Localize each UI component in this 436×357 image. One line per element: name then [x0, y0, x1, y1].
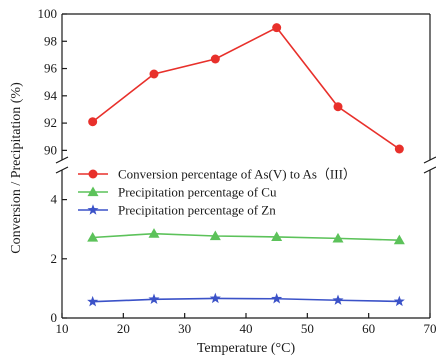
- axis-break-mark: [55, 156, 69, 164]
- x-axis-title: Temperature (°C): [197, 341, 296, 356]
- series-2-point: [148, 228, 160, 238]
- y-tick-label-lower: 0: [51, 310, 58, 325]
- series-2-point: [332, 232, 344, 243]
- series-1-point: [272, 23, 282, 33]
- y-axis-title: Conversion / Precipitation (%): [9, 82, 24, 254]
- series-1-point: [88, 117, 98, 127]
- legend-marker-2: [87, 186, 99, 197]
- x-tick-label: 40: [240, 321, 253, 336]
- series-3-point: [209, 292, 221, 304]
- legend: Conversion percentage of As(V) to As（III…: [78, 167, 356, 218]
- series-2-point: [87, 231, 99, 242]
- axis-break-mark: [423, 156, 436, 164]
- x-tick-label: 70: [424, 321, 436, 336]
- series-3-point: [393, 295, 405, 307]
- series-1-point: [149, 69, 159, 79]
- y-tick-label-lower: 4: [51, 192, 58, 207]
- legend-label-3: Precipitation percentage of Zn: [118, 203, 276, 218]
- series-3-point: [271, 292, 283, 304]
- series-3-point: [148, 293, 160, 305]
- x-tick-label: 10: [56, 321, 69, 336]
- series-2-point: [393, 234, 405, 245]
- axis-break-mark: [423, 166, 436, 174]
- series-1-point: [333, 102, 343, 112]
- y-tick-label-upper: 96: [44, 61, 58, 76]
- series-1-point: [210, 54, 220, 64]
- axes: 10 20 30 40 50 60 70 90 92 94 96 98 100 0 2 4: [38, 6, 436, 336]
- series-2-point: [271, 231, 283, 242]
- series-2-point: [209, 230, 221, 241]
- y-tick-label-upper: 92: [44, 115, 57, 130]
- legend-label-1: Conversion percentage of As(V) to As（III…: [118, 167, 356, 182]
- series-line-2: [92, 232, 400, 241]
- y-tick-label-upper: 98: [44, 33, 57, 48]
- y-tick-label-upper: 94: [44, 88, 58, 103]
- legend-label-2: Precipitation percentage of Cu: [118, 185, 277, 200]
- series-line-1: [92, 26, 400, 150]
- legend-marker-1: [88, 169, 98, 179]
- y-tick-label-upper: 100: [38, 6, 58, 21]
- series-3-point: [332, 294, 344, 305]
- y-tick-label-upper: 90: [44, 142, 57, 157]
- x-tick-label: 50: [301, 321, 314, 336]
- y-tick-label-lower: 2: [51, 251, 58, 266]
- legend-marker-3: [87, 204, 99, 215]
- axis-break-mark: [55, 166, 69, 174]
- x-tick-label: 20: [117, 321, 130, 336]
- series-1-point: [394, 144, 404, 154]
- series-layer: [87, 23, 405, 307]
- x-tick-label: 60: [362, 321, 375, 336]
- x-tick-label: 30: [178, 321, 191, 336]
- series-3-point: [87, 295, 99, 307]
- series-line-3: [92, 297, 400, 303]
